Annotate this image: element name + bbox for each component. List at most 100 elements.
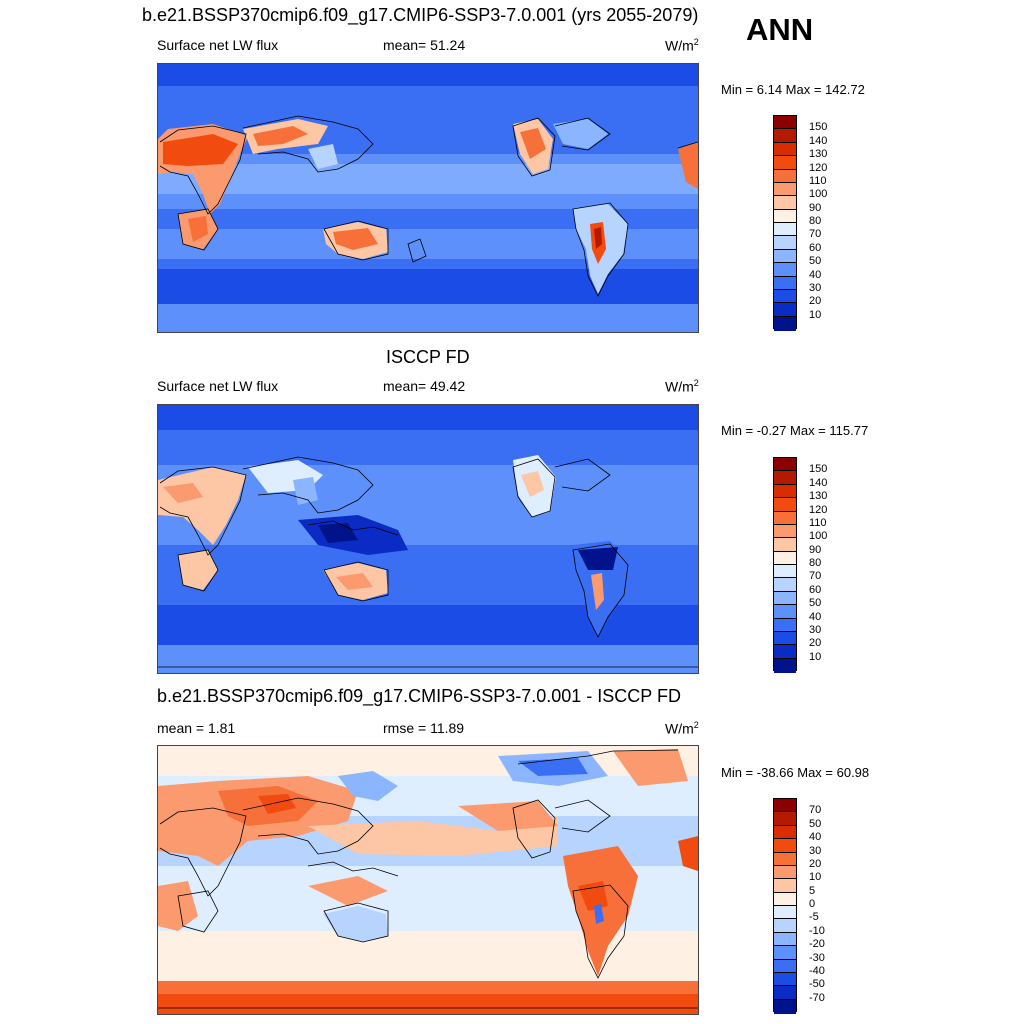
colorbar-separator xyxy=(774,262,796,264)
colorbar-separator xyxy=(774,128,796,130)
colorbar-swatch xyxy=(774,631,796,646)
colorbar-tick-label: -50 xyxy=(809,978,825,991)
panel-model-mean: mean= 51.24 xyxy=(383,37,466,53)
colorbar-swatch xyxy=(774,839,796,854)
colorbar-tick-label: 40 xyxy=(809,268,822,281)
colorbar-tick-label: 130 xyxy=(809,148,828,161)
colorbar-tick-label: 50 xyxy=(809,255,822,268)
panel-diff-minmax: Min = -38.66 Max = 60.98 xyxy=(721,765,870,780)
colorbar-tick-label: 40 xyxy=(809,831,822,844)
colorbar-tick-label: 20 xyxy=(809,295,822,308)
colorbar-tick-label: 140 xyxy=(809,476,828,489)
colorbar-swatch xyxy=(774,972,796,987)
map-model-surface-net-lw xyxy=(157,63,699,333)
colorbar-separator xyxy=(774,851,796,853)
colorbar-tick-label: 90 xyxy=(809,201,822,214)
colorbar-tick-label: 70 xyxy=(809,228,822,241)
colorbar-tick-label: 150 xyxy=(809,463,828,476)
colorbar-swatch xyxy=(774,182,796,197)
colorbar-separator xyxy=(774,811,796,813)
colorbar-frame xyxy=(773,798,797,1014)
panel-obs-mean: mean= 49.42 xyxy=(383,378,466,394)
colorbar-separator xyxy=(774,235,796,237)
colorbar-swatch xyxy=(774,156,796,171)
colorbar-swatch xyxy=(774,865,796,880)
colorbar-separator xyxy=(774,168,796,170)
colorbar-separator xyxy=(774,302,796,304)
colorbar-tick-label: 120 xyxy=(809,503,828,516)
colorbar-swatch xyxy=(774,999,796,1014)
colorbar-separator xyxy=(774,550,796,552)
panel-obs-units: W/m2 xyxy=(665,378,699,395)
colorbar-separator xyxy=(774,644,796,646)
colorbar-tick-label: 30 xyxy=(809,623,822,636)
colorbar-tick-label: 20 xyxy=(809,857,822,870)
colorbar-separator xyxy=(774,222,796,223)
colorbar-swatch xyxy=(774,511,796,526)
season-label: ANN xyxy=(746,12,814,47)
colorbar-separator xyxy=(774,483,796,485)
colorbar-swatch xyxy=(774,919,796,934)
colorbar-swatch xyxy=(774,316,796,331)
colorbar-separator xyxy=(774,510,796,512)
colorbar-swatch xyxy=(774,289,796,304)
colorbar-separator xyxy=(774,577,796,579)
colorbar-separator xyxy=(774,931,796,933)
colorbar-swatch xyxy=(774,618,796,633)
colorbar-separator xyxy=(774,470,796,472)
colorbar-separator xyxy=(774,657,796,659)
colorbar-tick-label: 120 xyxy=(809,161,828,174)
colorbar-tick-label: 130 xyxy=(809,490,828,503)
colorbar-separator xyxy=(774,564,796,565)
colorbar-separator xyxy=(774,824,796,826)
colorbar-separator xyxy=(774,315,796,317)
colorbar-separator xyxy=(774,181,796,183)
colorbar-swatch xyxy=(774,892,796,907)
colorbar-swatch xyxy=(774,303,796,318)
colorbar-tick-label: 70 xyxy=(809,804,822,817)
colorbar-separator xyxy=(774,905,796,906)
colorbar-tick-label: -70 xyxy=(809,991,825,1004)
colorbar-tick-label: 5 xyxy=(809,884,816,897)
colorbar-separator xyxy=(774,838,796,840)
colorbar-separator xyxy=(774,630,796,632)
colorbar-swatch xyxy=(774,551,796,566)
colorbar-obs: 150 140 130 120 110 100 90 80 70 60 50 40 30 20 10 xyxy=(773,457,827,673)
colorbar-tick-label: -10 xyxy=(809,924,825,937)
panel-model-minmax: Min = 6.14 Max = 142.72 xyxy=(721,82,865,97)
colorbar-separator xyxy=(774,288,796,290)
colorbar-separator xyxy=(774,604,796,606)
colorbar-separator xyxy=(774,918,796,920)
colorbar-tick-label: 30 xyxy=(809,281,822,294)
colorbar-tick-label: -40 xyxy=(809,964,825,977)
colorbar-tick-label: 80 xyxy=(809,215,822,227)
colorbar-tick-label: 110 xyxy=(809,516,827,529)
colorbar-tick-label: 50 xyxy=(809,597,822,610)
colorbar-tick-label: 60 xyxy=(809,241,822,254)
panel-obs-left-label: Surface net LW flux xyxy=(157,378,279,394)
colorbar-swatch xyxy=(774,605,796,620)
colorbar-swatch xyxy=(774,498,796,513)
colorbar-tick-label: 100 xyxy=(809,188,828,201)
colorbar-separator xyxy=(774,864,796,866)
colorbar-swatch xyxy=(774,249,796,264)
colorbar-swatch xyxy=(774,276,796,291)
colorbar-tick-label: 0 xyxy=(809,898,816,910)
colorbar-swatch xyxy=(774,932,796,947)
colorbar-swatch xyxy=(774,484,796,499)
colorbar-tick-label: 50 xyxy=(809,817,822,830)
panel-model-left-label: Surface net LW flux xyxy=(157,37,279,53)
colorbar-swatch xyxy=(774,116,796,130)
colorbar-swatch xyxy=(774,812,796,827)
colorbar-swatch xyxy=(774,538,796,553)
colorbar-tick-label: 80 xyxy=(809,557,822,569)
panel-obs-minmax: Min = -0.27 Max = 115.77 xyxy=(721,423,869,438)
colorbar-separator xyxy=(774,155,796,157)
colorbar-model: 150 140 130 120 110 100 90 80 70 60 50 40 30 20 10 xyxy=(773,115,827,331)
colorbar-tick-label: 150 xyxy=(809,121,828,134)
colorbar-swatch xyxy=(774,986,796,1001)
colorbar-swatch xyxy=(774,578,796,593)
colorbar-swatch xyxy=(774,223,796,237)
colorbar-swatch xyxy=(774,645,796,660)
colorbar-separator xyxy=(774,590,796,592)
